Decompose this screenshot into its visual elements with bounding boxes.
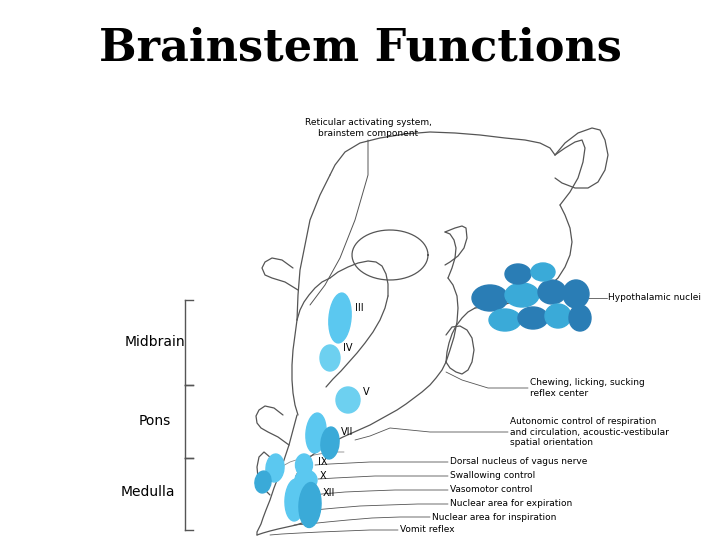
Ellipse shape (306, 413, 326, 453)
Ellipse shape (336, 387, 360, 413)
Text: Medulla: Medulla (121, 485, 175, 499)
Text: Chewing, licking, sucking
reflex center: Chewing, licking, sucking reflex center (530, 379, 644, 397)
Ellipse shape (255, 471, 271, 493)
Text: Brainstem Functions: Brainstem Functions (99, 26, 621, 70)
Text: V: V (363, 387, 369, 397)
Ellipse shape (531, 263, 555, 281)
Ellipse shape (320, 345, 340, 371)
Text: Reticular activating system,
brainstem component: Reticular activating system, brainstem c… (305, 118, 431, 138)
Text: Nuclear area for expiration: Nuclear area for expiration (450, 500, 572, 509)
Ellipse shape (538, 280, 566, 304)
Ellipse shape (285, 479, 305, 521)
Ellipse shape (295, 470, 317, 490)
Ellipse shape (472, 285, 508, 311)
Text: Hypothalamic nuclei: Hypothalamic nuclei (608, 294, 701, 302)
Text: X: X (320, 471, 327, 481)
Text: IX: IX (318, 457, 328, 467)
Ellipse shape (505, 264, 531, 284)
Ellipse shape (299, 483, 321, 528)
Ellipse shape (569, 305, 591, 331)
Ellipse shape (563, 280, 589, 308)
Text: Autonomic control of respiration
and circulation, acoustic-vestibular
spatial or: Autonomic control of respiration and cir… (510, 417, 669, 447)
Text: Swallowing control: Swallowing control (450, 471, 535, 481)
Ellipse shape (489, 309, 521, 331)
Text: VII: VII (341, 427, 354, 437)
Ellipse shape (266, 454, 284, 482)
Text: Pons: Pons (139, 414, 171, 428)
Ellipse shape (321, 427, 339, 459)
Text: Vomit reflex: Vomit reflex (400, 525, 454, 535)
Text: IV: IV (343, 343, 353, 353)
Ellipse shape (545, 304, 571, 328)
Ellipse shape (505, 283, 539, 307)
Ellipse shape (295, 454, 312, 476)
Text: Nuclear area for inspiration: Nuclear area for inspiration (432, 512, 557, 522)
Text: Dorsal nucleus of vagus nerve: Dorsal nucleus of vagus nerve (450, 457, 588, 467)
Text: Midbrain: Midbrain (125, 335, 185, 349)
Ellipse shape (329, 293, 351, 343)
Ellipse shape (518, 307, 548, 329)
Text: XII: XII (323, 488, 336, 498)
Text: III: III (355, 303, 364, 313)
Text: Vasomotor control: Vasomotor control (450, 485, 533, 495)
